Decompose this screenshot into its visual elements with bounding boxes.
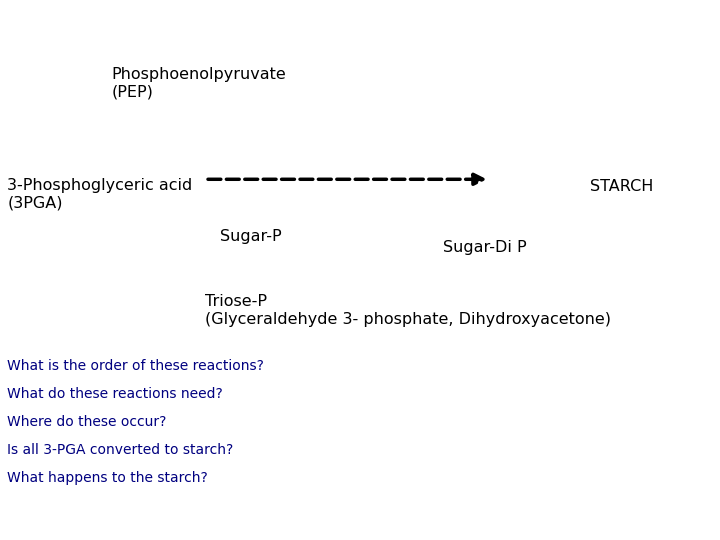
Text: Phosphoenolpyruvate
(PEP): Phosphoenolpyruvate (PEP) — [112, 68, 287, 100]
Text: Where do these occur?: Where do these occur? — [7, 415, 166, 429]
Text: Sugar-P: Sugar-P — [220, 230, 282, 245]
Text: What do these reactions need?: What do these reactions need? — [7, 387, 223, 401]
Text: STARCH: STARCH — [590, 179, 654, 194]
Text: 3-Phosphoglyceric acid
(3PGA): 3-Phosphoglyceric acid (3PGA) — [7, 178, 192, 211]
Text: What happens to the starch?: What happens to the starch? — [7, 471, 208, 485]
Text: Is all 3-PGA converted to starch?: Is all 3-PGA converted to starch? — [7, 443, 233, 457]
Text: Sugar-Di P: Sugar-Di P — [443, 240, 526, 255]
Text: What is the order of these reactions?: What is the order of these reactions? — [7, 359, 264, 373]
Text: Triose-P
(Glyceraldehyde 3- phosphate, Dihydroxyacetone): Triose-P (Glyceraldehyde 3- phosphate, D… — [205, 294, 611, 327]
